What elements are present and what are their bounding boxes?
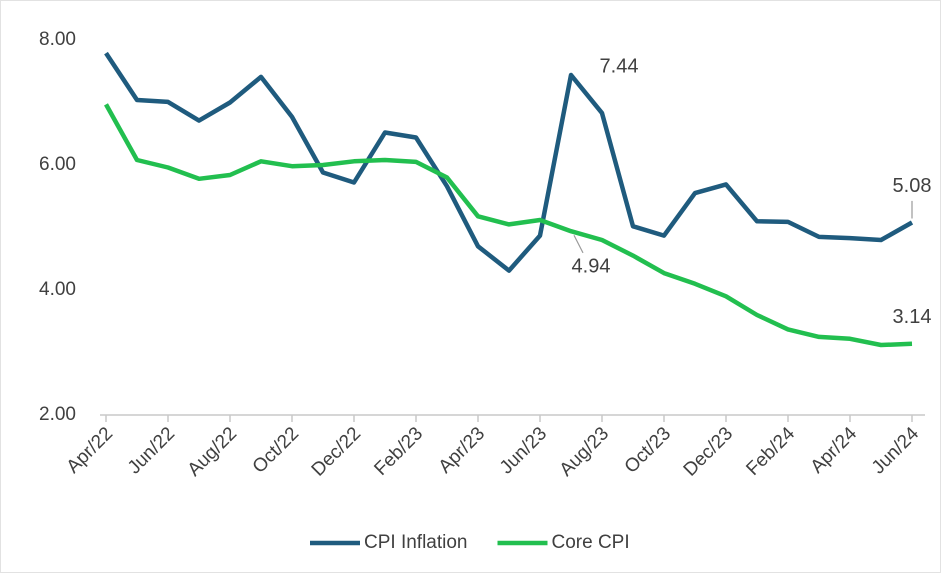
data-label: 4.94 bbox=[572, 256, 611, 278]
data-label: 7.44 bbox=[600, 55, 639, 77]
y-tick-label: 4.00 bbox=[39, 279, 76, 300]
y-tick-label: 6.00 bbox=[39, 154, 76, 175]
y-tick-label: 8.00 bbox=[39, 29, 76, 50]
series-line bbox=[104, 103, 913, 348]
y-tick-label: 2.00 bbox=[39, 404, 76, 425]
series-line bbox=[104, 51, 914, 273]
data-label: 3.14 bbox=[893, 306, 932, 328]
data-label: 5.08 bbox=[893, 175, 932, 197]
legend-label: Core CPI bbox=[552, 532, 630, 553]
leader-line bbox=[573, 234, 584, 254]
legend-label: CPI Inflation bbox=[364, 532, 468, 553]
